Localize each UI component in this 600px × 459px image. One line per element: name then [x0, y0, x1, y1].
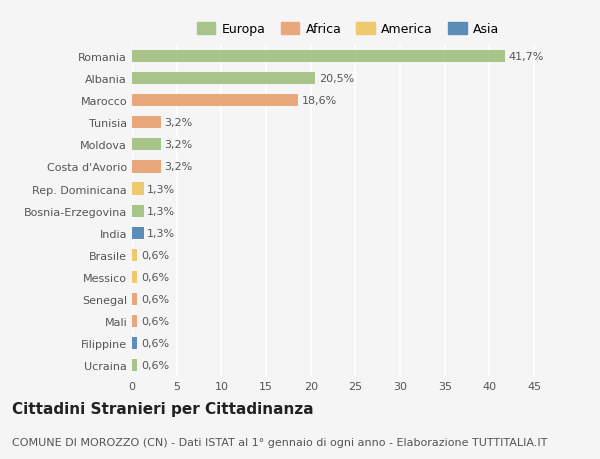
Bar [132, 249, 137, 261]
Text: 18,6%: 18,6% [302, 96, 337, 106]
Bar [132, 183, 143, 195]
Text: COMUNE DI MOROZZO (CN) - Dati ISTAT al 1° gennaio di ogni anno - Elaborazione TU: COMUNE DI MOROZZO (CN) - Dati ISTAT al 1… [12, 437, 547, 447]
Bar [132, 161, 161, 173]
Text: Cittadini Stranieri per Cittadinanza: Cittadini Stranieri per Cittadinanza [12, 401, 314, 416]
Text: 0,6%: 0,6% [141, 338, 169, 348]
Text: 1,3%: 1,3% [147, 228, 175, 238]
Text: 1,3%: 1,3% [147, 206, 175, 216]
Text: 41,7%: 41,7% [508, 52, 544, 62]
Bar [132, 73, 315, 85]
Bar [132, 271, 137, 283]
Bar [132, 227, 143, 239]
Text: 20,5%: 20,5% [319, 74, 354, 84]
Bar [132, 337, 137, 349]
Bar [132, 359, 137, 371]
Bar [132, 117, 161, 129]
Text: 3,2%: 3,2% [164, 118, 193, 128]
Text: 0,6%: 0,6% [141, 250, 169, 260]
Text: 3,2%: 3,2% [164, 162, 193, 172]
Text: 3,2%: 3,2% [164, 140, 193, 150]
Bar [132, 51, 505, 63]
Bar [132, 95, 298, 107]
Bar [132, 315, 137, 327]
Legend: Europa, Africa, America, Asia: Europa, Africa, America, Asia [194, 20, 502, 39]
Text: 0,6%: 0,6% [141, 316, 169, 326]
Bar [132, 205, 143, 217]
Text: 1,3%: 1,3% [147, 184, 175, 194]
Bar [132, 139, 161, 151]
Bar [132, 293, 137, 305]
Text: 0,6%: 0,6% [141, 360, 169, 370]
Text: 0,6%: 0,6% [141, 294, 169, 304]
Text: 0,6%: 0,6% [141, 272, 169, 282]
